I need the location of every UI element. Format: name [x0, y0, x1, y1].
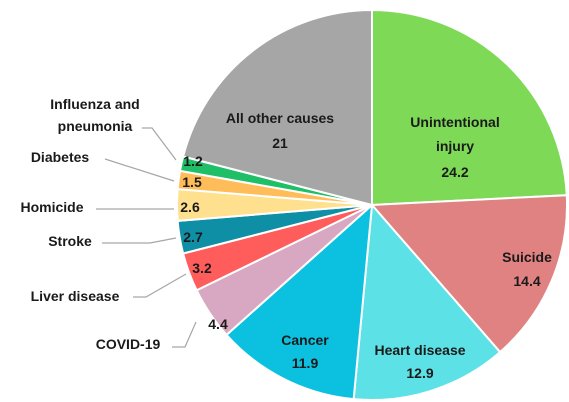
value-label: 24.2	[441, 164, 469, 180]
slice-label: Diabetes	[30, 149, 90, 165]
slice-label: Heart disease	[374, 342, 466, 358]
value-label: 2.6	[180, 199, 200, 215]
leader-line	[133, 273, 187, 298]
leader-line	[172, 321, 197, 348]
value-label: 4.4	[208, 316, 228, 332]
slice-label: Unintentional injury	[410, 114, 500, 154]
value-label: 11.9	[291, 355, 319, 371]
value-label: 3.2	[192, 260, 212, 276]
value-label: 1.5	[182, 174, 202, 190]
pie-slice	[371, 8, 568, 207]
value-label: 14.4	[513, 273, 541, 289]
slice-label: Stroke	[48, 233, 92, 249]
pie-slice	[352, 202, 502, 401]
value-label: 1.2	[183, 153, 203, 169]
slice-label: COVID-19	[95, 336, 161, 352]
leader-line	[102, 237, 177, 244]
leader-line	[142, 127, 177, 161]
value-label: 21	[272, 135, 288, 151]
pie-slice	[181, 8, 373, 207]
leader-line	[104, 158, 175, 182]
value-label: 12.9	[406, 365, 434, 381]
slice-label: Homicide	[20, 199, 84, 215]
pie-slice	[369, 194, 568, 354]
slice-label: Suicide	[502, 249, 552, 265]
slice-label: Liver disease	[30, 288, 120, 304]
slice-label: All other causes	[225, 110, 335, 126]
pie-slice	[225, 202, 374, 401]
slice-label: Influenza and pneumonia	[50, 96, 140, 134]
value-label: 2.7	[183, 229, 203, 245]
slice-label: Cancer	[281, 332, 329, 348]
